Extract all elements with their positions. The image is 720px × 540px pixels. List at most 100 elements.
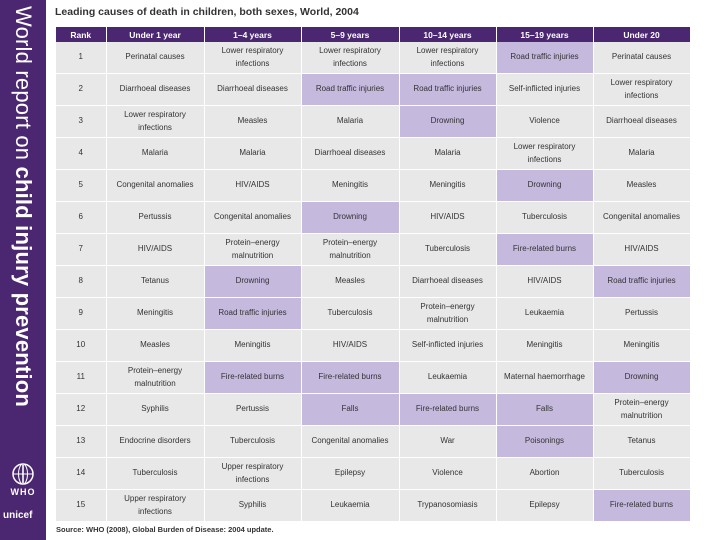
sidebar: World report on child injury prevention … [0, 0, 46, 540]
cause-cell: Diarrhoeal diseases [593, 105, 691, 138]
rank-cell: 12 [56, 393, 107, 426]
cause-cell: Drowning [204, 265, 302, 298]
table-row: 5 Congenital anomalies HIV/AIDS Meningitis M… [56, 169, 691, 202]
cause-cell: HIV/AIDS [399, 201, 497, 234]
cause-cell: Fire-related burns [301, 361, 400, 394]
cause-cell: Meningitis [496, 329, 594, 362]
rank-cell: 3 [56, 105, 107, 138]
cause-cell: Measles [593, 169, 691, 202]
cause-cell: Lower respiratory infections [399, 42, 497, 74]
rank-cell: 4 [56, 137, 107, 170]
cause-cell: Tetanus [106, 265, 205, 298]
report-title-light: World report on [11, 6, 36, 167]
table-row: 2 Diarrhoeal diseases Diarrhoeal diseases R… [56, 73, 691, 106]
cause-cell: Perinatal causes [593, 42, 691, 74]
column-header: 1–4 years [204, 27, 302, 42]
cause-cell: HIV/AIDS [496, 265, 594, 298]
table-title: Leading causes of death in children, bot… [55, 6, 359, 18]
cause-cell: Upper respiratory infections [106, 489, 205, 521]
cause-cell: Pertussis [593, 297, 691, 330]
cause-cell: Road traffic injuries [593, 265, 691, 298]
column-header: Rank [56, 27, 107, 42]
rank-cell: 15 [56, 489, 107, 521]
rank-cell: 5 [56, 169, 107, 202]
table-header-row: Rank Under 1 year 1–4 years 5–9 years 10… [56, 27, 691, 42]
table-row: 9 Meningitis Road traffic injuries Tubercul… [56, 297, 691, 330]
table-row: 1 Perinatal causes Lower respiratory infec… [56, 42, 691, 74]
rank-cell: 9 [56, 297, 107, 330]
cause-cell: Tuberculosis [496, 201, 594, 234]
cause-cell: Lower respiratory infections [593, 73, 691, 106]
cause-cell: Endocrine disorders [106, 425, 205, 458]
cause-cell: Road traffic injuries [204, 297, 302, 330]
cause-cell: Road traffic injuries [301, 73, 400, 106]
cause-cell: Violence [399, 457, 497, 490]
cause-cell: Protein–energy malnutrition [301, 233, 400, 266]
cause-cell: Drowning [496, 169, 594, 202]
cause-cell: Leukaemia [399, 361, 497, 394]
cause-cell: Tuberculosis [399, 233, 497, 266]
who-logo: WHO [4, 462, 42, 497]
cause-cell: Congenital anomalies [106, 169, 205, 202]
cause-cell: Meningitis [301, 169, 400, 202]
table-row: 15 Upper respiratory infections Syphilis Le… [56, 489, 691, 521]
table-row: 4 Malaria Malaria Diarrhoeal diseases Malari… [56, 137, 691, 170]
cause-cell: War [399, 425, 497, 458]
unicef-logo: unicef [3, 510, 33, 521]
column-header: 15–19 years [496, 27, 594, 42]
cause-cell: Violence [496, 105, 594, 138]
cause-cell: Measles [204, 105, 302, 138]
cause-cell: Congenital anomalies [301, 425, 400, 458]
table-row: 8 Tetanus Drowning Measles Diarrhoeal diseas… [56, 265, 691, 298]
cause-cell: Meningitis [106, 297, 205, 330]
table-row: 12 Syphilis Pertussis Falls Fire-related bur… [56, 393, 691, 426]
cause-cell: Road traffic injuries [399, 73, 497, 106]
table-row: 7 HIV/AIDS Protein–energy malnutrition Prot… [56, 233, 691, 266]
cause-cell: Syphilis [204, 489, 302, 521]
cause-cell: Upper respiratory infections [204, 457, 302, 490]
column-header: Under 20 [593, 27, 691, 42]
cause-cell: Lower respiratory infections [496, 137, 594, 170]
cause-cell: Diarrhoeal diseases [204, 73, 302, 106]
cause-cell: Abortion [496, 457, 594, 490]
cause-cell: Fire-related burns [399, 393, 497, 426]
report-title-bold: child injury prevention [11, 166, 36, 408]
rank-cell: 10 [56, 329, 107, 362]
cause-cell: Pertussis [106, 201, 205, 234]
cause-cell: Leukaemia [301, 489, 400, 521]
cause-cell: Malaria [106, 137, 205, 170]
table-row: 10 Measles Meningitis HIV/AIDS Self-inflicte… [56, 329, 691, 362]
cause-cell: Trypanosomiasis [399, 489, 497, 521]
rank-cell: 1 [56, 42, 107, 74]
cause-cell: Falls [496, 393, 594, 426]
cause-cell: Poisonings [496, 425, 594, 458]
cause-cell: Self-inflicted injuries [496, 73, 594, 106]
cause-cell: Lower respiratory infections [204, 42, 302, 74]
cause-cell: Diarrhoeal diseases [399, 265, 497, 298]
who-emblem-icon [12, 463, 34, 485]
cause-cell: Meningitis [593, 329, 691, 362]
cause-cell: Leukaemia [496, 297, 594, 330]
cause-cell: Protein–energy malnutrition [593, 393, 691, 426]
rank-cell: 11 [56, 361, 107, 394]
column-header: 10–14 years [399, 27, 497, 42]
cause-cell: Drowning [593, 361, 691, 394]
cause-cell: Epilepsy [301, 457, 400, 490]
cause-cell: Perinatal causes [106, 42, 205, 74]
cause-cell: Fire-related burns [496, 233, 594, 266]
cause-cell: HIV/AIDS [106, 233, 205, 266]
rank-cell: 8 [56, 265, 107, 298]
cause-cell: Malaria [204, 137, 302, 170]
cause-cell: Measles [106, 329, 205, 362]
cause-cell: HIV/AIDS [204, 169, 302, 202]
cause-cell: Lower respiratory infections [106, 105, 205, 138]
cause-cell: HIV/AIDS [593, 233, 691, 266]
column-header: Under 1 year [106, 27, 205, 42]
cause-cell: Malaria [301, 105, 400, 138]
rank-cell: 2 [56, 73, 107, 106]
table-row: 6 Pertussis Congenital anomalies Drowning HI… [56, 201, 691, 234]
column-header: 5–9 years [301, 27, 400, 42]
cause-cell: Drowning [301, 201, 400, 234]
cause-cell: Protein–energy malnutrition [204, 233, 302, 266]
cause-cell: Drowning [399, 105, 497, 138]
